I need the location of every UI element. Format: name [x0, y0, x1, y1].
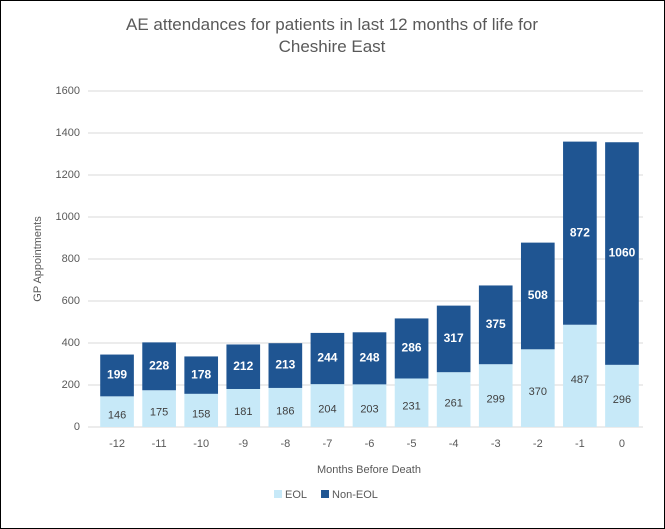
- x-tick-label: -2: [533, 438, 543, 450]
- legend-swatch: [321, 490, 330, 498]
- bar-segment: [226, 388, 261, 427]
- data-label: 299: [487, 394, 505, 406]
- data-label: 508: [528, 288, 548, 302]
- y-tick-label: 1200: [56, 169, 80, 181]
- bar-segment: [352, 384, 387, 427]
- data-label: 286: [402, 341, 422, 355]
- data-label: 231: [402, 401, 420, 413]
- y-tick-label: 600: [62, 295, 80, 307]
- x-tick-label: -10: [193, 438, 209, 450]
- data-label: 375: [486, 317, 506, 331]
- legend-swatch: [274, 490, 282, 498]
- y-tick-label: 200: [62, 379, 80, 391]
- x-tick-label: -12: [109, 438, 125, 450]
- data-label: 204: [318, 403, 336, 415]
- x-tick-label: -9: [238, 438, 248, 450]
- bar-segment: [100, 396, 134, 427]
- bar-segment: [310, 384, 345, 427]
- x-tick-label: 0: [619, 438, 625, 450]
- bar-segment: [520, 349, 555, 427]
- legend-label: EOL: [285, 489, 307, 501]
- y-tick-label: 1000: [56, 211, 80, 223]
- bar-segment: [520, 242, 555, 350]
- bar-segment: [605, 142, 639, 365]
- bar-segment: [394, 378, 429, 427]
- data-label: 487: [571, 374, 589, 386]
- x-tick-label: -7: [323, 438, 333, 450]
- x-tick-label: -11: [152, 438, 167, 450]
- y-tick-label: 400: [62, 337, 80, 349]
- data-label: 181: [234, 406, 252, 418]
- bar-segment: [184, 356, 219, 394]
- data-label: 296: [613, 394, 631, 406]
- chart-title: AE attendances for patients in last 12 m…: [125, 15, 538, 56]
- data-label: 146: [108, 410, 126, 422]
- data-label: 248: [359, 351, 379, 365]
- x-axis-label: Months Before Death: [317, 464, 421, 476]
- bar-segment: [184, 393, 219, 427]
- data-label: 872: [570, 225, 590, 239]
- bar-segment: [436, 305, 471, 373]
- bar-segment: [563, 141, 597, 325]
- bar-segment: [268, 343, 303, 388]
- x-tick-label: -1: [575, 438, 585, 450]
- bar-segment: [142, 342, 176, 391]
- y-tick-label: 0: [74, 421, 80, 433]
- data-label: 186: [276, 405, 294, 417]
- data-label: 261: [444, 398, 462, 410]
- bar-segment: [478, 285, 513, 365]
- bar-segment: [352, 332, 387, 385]
- data-label: 199: [107, 368, 127, 382]
- y-tick-label: 1400: [56, 127, 80, 139]
- data-label: 158: [192, 408, 210, 420]
- bar-segment: [394, 318, 429, 379]
- bar-segment: [226, 344, 261, 389]
- data-label: 244: [317, 351, 337, 365]
- data-label: 317: [444, 331, 464, 345]
- data-label: 203: [360, 404, 378, 416]
- data-label: 212: [233, 359, 253, 373]
- bar-segment: [268, 387, 303, 427]
- y-axis-label: GP Appointments: [32, 216, 44, 302]
- x-tick-label: -5: [407, 438, 417, 450]
- bar-segment: [142, 390, 176, 427]
- x-tick-label: -6: [365, 438, 375, 450]
- x-tick-label: -3: [491, 438, 501, 450]
- data-label: 178: [191, 367, 211, 381]
- legend-label: Non-EOL: [332, 489, 378, 501]
- data-label: 175: [150, 407, 168, 419]
- x-tick-label: -8: [280, 438, 290, 450]
- bar-segment: [478, 364, 513, 427]
- data-label: 228: [149, 358, 169, 372]
- bar-segment: [605, 364, 639, 427]
- data-label: 1060: [609, 246, 636, 260]
- bar-segment: [436, 372, 471, 427]
- y-tick-label: 1600: [56, 85, 80, 97]
- bar-segment: [563, 324, 597, 427]
- bar-segment: [310, 332, 345, 385]
- y-tick-label: 800: [62, 253, 80, 265]
- x-tick-label: -4: [449, 438, 459, 450]
- data-label: 370: [529, 386, 547, 398]
- bar-segment: [100, 354, 134, 397]
- data-label: 213: [275, 358, 295, 372]
